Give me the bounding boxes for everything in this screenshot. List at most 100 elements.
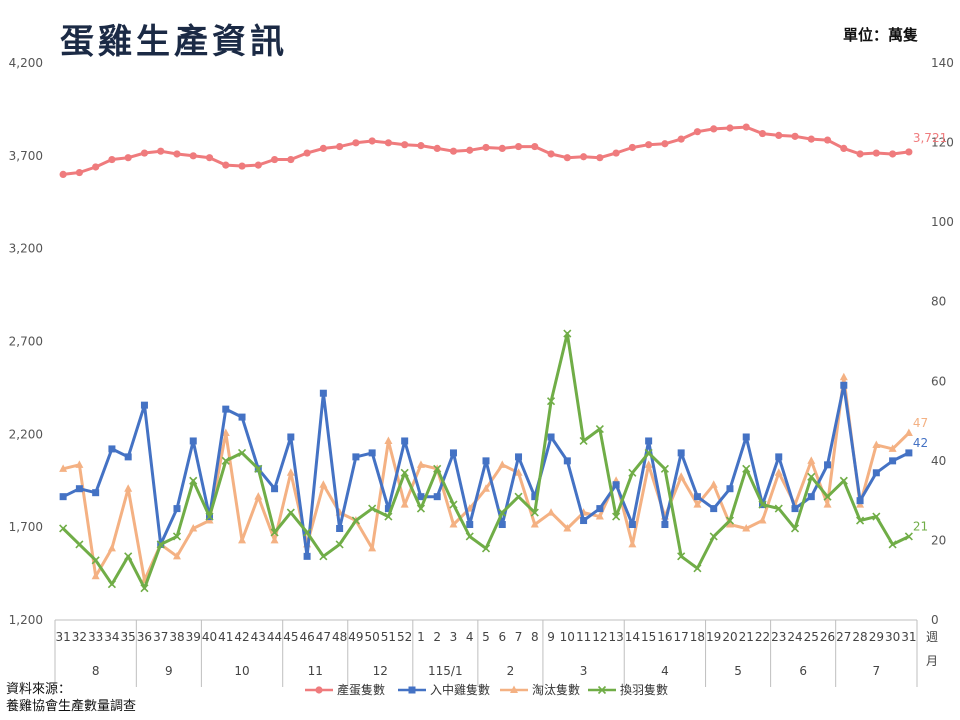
x-week-label: 26 — [820, 630, 835, 644]
data-point — [709, 532, 718, 541]
x-week-label: 15 — [641, 630, 656, 644]
data-point — [677, 135, 685, 143]
data-point — [514, 492, 523, 501]
data-point — [644, 460, 653, 468]
x-week-label: 28 — [852, 630, 867, 644]
x-week-label: 44 — [267, 630, 282, 644]
data-point — [725, 516, 735, 525]
y-left-tick-label: 2,700 — [9, 335, 43, 349]
data-point — [59, 524, 68, 533]
data-source-note: 資料來源： 養雞協會生產數量調查 — [6, 681, 136, 715]
x-week-label: 47 — [316, 630, 331, 644]
data-point — [384, 512, 393, 521]
data-point — [416, 460, 425, 468]
x-week-label: 10 — [560, 630, 575, 644]
x-week-label: 41 — [218, 630, 233, 644]
data-point — [336, 142, 344, 151]
data-point — [172, 532, 182, 541]
data-point — [108, 445, 116, 453]
data-point — [531, 142, 539, 151]
data-point — [580, 517, 588, 525]
y-right-tick-label: 40 — [931, 454, 946, 468]
data-point — [758, 516, 767, 524]
chart-labels: 47 42 21 3,721 — [913, 131, 947, 534]
x-week-label: 30 — [885, 630, 900, 644]
data-point — [91, 571, 100, 580]
x-week-label: 33 — [88, 630, 103, 644]
data-point — [75, 460, 84, 468]
data-point — [758, 129, 767, 138]
data-point — [303, 149, 311, 157]
x-week-label: 17 — [674, 630, 689, 644]
data-point — [221, 456, 230, 465]
data-point — [368, 449, 376, 457]
data-point — [677, 449, 685, 457]
data-point — [92, 163, 100, 171]
data-point — [547, 150, 555, 158]
legend-label: 換羽隻數 — [620, 682, 668, 697]
data-point — [693, 500, 702, 508]
data-point — [75, 540, 84, 549]
data-point — [254, 464, 263, 473]
data-point — [775, 131, 783, 140]
data-point — [286, 468, 295, 476]
data-point — [807, 493, 815, 501]
data-point — [433, 464, 442, 473]
legend-label: 淘汰隻數 — [532, 682, 580, 697]
data-point — [254, 161, 262, 169]
data-point — [140, 149, 149, 157]
x-week-label: 43 — [251, 630, 266, 644]
data-point — [530, 508, 539, 517]
series-4 — [59, 329, 913, 593]
x-month-label: 12 — [373, 664, 388, 678]
data-point — [92, 489, 100, 497]
data-point — [677, 472, 686, 480]
data-point — [124, 154, 132, 162]
data-point — [547, 508, 556, 516]
x-week-label: 3 — [450, 630, 458, 644]
end-value-label: 3,721 — [913, 131, 947, 145]
data-point — [482, 143, 490, 152]
data-point — [465, 532, 474, 541]
data-point — [124, 552, 133, 561]
data-point — [645, 141, 653, 149]
data-point — [173, 505, 181, 513]
legend-marker — [510, 685, 518, 693]
x-week-label: 8 — [531, 630, 539, 644]
y-left-tick-label: 3,200 — [9, 242, 43, 256]
data-point — [856, 516, 865, 525]
data-point — [889, 150, 897, 158]
data-point — [286, 508, 295, 517]
x-week-label: 11 — [576, 630, 591, 644]
data-point — [628, 521, 636, 529]
source-label: 資料來源： — [6, 682, 72, 697]
end-value-label: 21 — [913, 519, 928, 533]
x-week-label: 24 — [787, 630, 802, 644]
data-point — [157, 147, 165, 155]
data-point — [693, 564, 702, 573]
data-point — [368, 504, 377, 513]
y-left-tick-label: 3,700 — [9, 149, 43, 163]
data-point — [107, 543, 116, 552]
data-point — [254, 492, 263, 500]
x-week-label: 29 — [869, 630, 884, 644]
x-month-label: 8 — [92, 664, 100, 678]
data-point — [351, 516, 360, 525]
data-point — [661, 140, 669, 148]
x-week-label: 13 — [608, 630, 623, 644]
x-week-label: 39 — [186, 630, 201, 644]
y-right-tick-label: 20 — [931, 533, 946, 547]
data-point — [710, 505, 718, 513]
data-point — [270, 535, 279, 544]
x-week-label: 6 — [498, 630, 506, 644]
data-point — [660, 464, 669, 473]
data-point — [466, 521, 474, 529]
data-point — [872, 440, 881, 448]
data-point — [856, 497, 864, 505]
x-week-label: 23 — [771, 630, 786, 644]
data-point — [790, 524, 800, 533]
data-point — [872, 469, 880, 477]
data-point — [270, 528, 279, 537]
y-right-tick-label: 0 — [931, 613, 939, 627]
